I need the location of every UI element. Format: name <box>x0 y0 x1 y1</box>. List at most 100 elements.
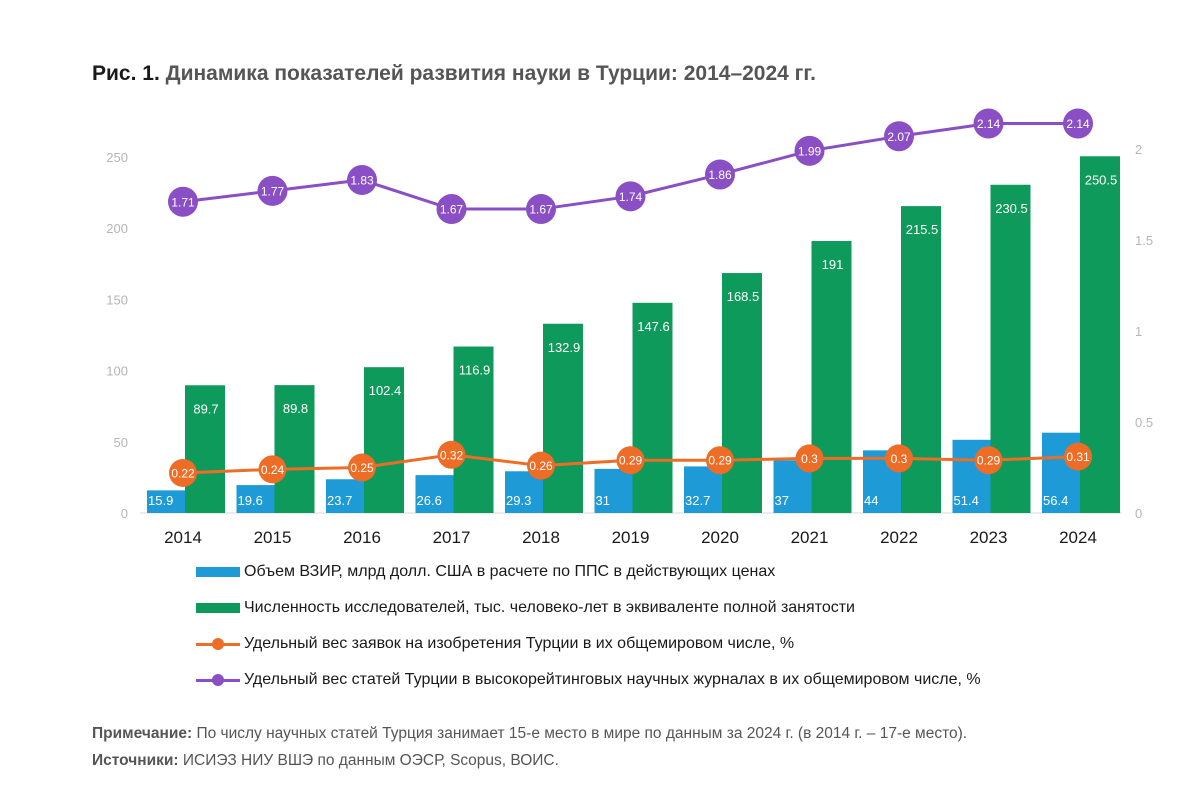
point-patent-share <box>1064 442 1092 471</box>
bar-researchers <box>811 241 852 514</box>
left-axis-tick-label: 100 <box>106 364 128 379</box>
point-article-share <box>347 164 377 195</box>
data-label-patent-share: 0.3 <box>891 452 908 466</box>
data-label-article-share: 1.67 <box>529 203 553 217</box>
data-label-researchers: 230.5 <box>995 201 1028 216</box>
left-axis-tick-label: 250 <box>106 150 128 165</box>
data-label-patent-share: 0.29 <box>619 454 643 468</box>
legend-label: Удельный вес заявок на изобретения Турци… <box>244 635 795 652</box>
legend-swatch-bar-blue <box>196 567 240 577</box>
data-label-rd-expenditure: 32.7 <box>685 493 710 508</box>
data-label-article-share: 1.86 <box>708 168 732 182</box>
point-patent-share <box>616 446 645 475</box>
right-axis-tick-label: 0.5 <box>1135 415 1153 430</box>
point-article-share <box>884 121 914 152</box>
point-article-share <box>615 181 646 212</box>
legend-label: Численность исследователей, тыс. человек… <box>244 599 855 616</box>
x-axis-tick-label: 2022 <box>880 528 918 547</box>
point-article-share <box>973 108 1004 139</box>
point-article-share <box>794 135 825 166</box>
data-label-rd-expenditure: 29.3 <box>506 493 531 508</box>
bar-rd-expenditure <box>147 490 187 513</box>
source-line: Источники: ИСИЭЗ НИУ ВШЭ по данным ОЭСР,… <box>92 747 967 774</box>
data-label-rd-expenditure: 31 <box>596 493 610 508</box>
data-label-article-share: 2.14 <box>977 117 1001 131</box>
data-label-patent-share: 0.25 <box>350 461 374 475</box>
data-label-researchers: 116.9 <box>459 363 491 378</box>
legend-swatch-line-purple <box>196 674 240 686</box>
data-label-patent-share: 0.24 <box>261 463 285 477</box>
bar-researchers <box>632 302 673 513</box>
data-label-rd-expenditure: 15.9 <box>148 493 173 508</box>
data-label-rd-expenditure: 56.4 <box>1043 493 1068 508</box>
x-axis-tick-label: 2019 <box>612 528 650 547</box>
point-article-share <box>705 159 735 190</box>
data-label-patent-share: 0.26 <box>529 459 553 473</box>
point-patent-share <box>795 444 824 473</box>
data-label-rd-expenditure: 51.4 <box>954 493 979 508</box>
left-axis-tick-label: 50 <box>114 435 128 450</box>
data-label-patent-share: 0.3 <box>801 452 818 466</box>
data-label-patent-share: 0.31 <box>1066 450 1090 464</box>
point-article-share <box>168 186 198 217</box>
legend-swatch-line-orange <box>196 638 240 650</box>
point-patent-share <box>706 446 734 475</box>
bar-researchers <box>453 346 494 513</box>
data-label-patent-share: 0.22 <box>171 466 195 480</box>
point-patent-share <box>527 451 555 480</box>
left-axis-tick-label: 200 <box>106 221 128 236</box>
combo-chart: 0 50 100 150 200 250 0 0.5 1 1.5 2 2014 2015 2016 2017… <box>106 108 1153 547</box>
data-label-researchers: 168.5 <box>727 289 760 304</box>
data-label-researchers: 89.8 <box>283 401 308 416</box>
right-axis-tick-label: 1 <box>1135 324 1142 339</box>
note-line: Примечание: По числу научных статей Турц… <box>92 720 967 747</box>
x-axis-tick-label: 2017 <box>433 528 471 547</box>
figure-number: Рис. 1. <box>92 62 160 85</box>
data-label-article-share: 2.14 <box>1066 117 1090 131</box>
data-label-article-share: 1.99 <box>798 144 822 158</box>
point-article-share <box>1063 108 1093 139</box>
data-label-rd-expenditure: 44 <box>864 493 878 508</box>
bar-researchers <box>364 367 404 513</box>
legend-swatch-bar-green <box>196 603 240 613</box>
bar-rd-expenditure <box>594 468 635 513</box>
legend-label: Объем ВЗИР, млрд долл. США в расчете по … <box>244 563 776 580</box>
data-label-article-share: 1.71 <box>171 195 195 209</box>
point-patent-share <box>258 455 287 484</box>
data-label-researchers: 147.6 <box>637 319 670 334</box>
bar-rd-expenditure <box>326 479 366 513</box>
note-label: Примечание: <box>92 725 193 742</box>
data-label-rd-expenditure: 26.6 <box>417 493 442 508</box>
data-label-rd-expenditure: 23.7 <box>327 493 352 508</box>
x-axis-tick-label: 2021 <box>791 528 829 547</box>
right-axis-tick-label: 0 <box>1135 506 1142 521</box>
point-article-share <box>436 194 467 225</box>
x-axis-tick-label: 2014 <box>164 528 202 547</box>
figure-title-text: Динамика показателей развития науки в Ту… <box>165 62 816 85</box>
data-label-article-share: 1.74 <box>619 190 643 204</box>
chart-title: Рис. 1. Динамика показателей развития на… <box>92 62 816 86</box>
left-axis-tick-label: 0 <box>121 506 128 521</box>
bar-rd-expenditure <box>415 475 456 513</box>
x-axis-tick-label: 2016 <box>343 528 381 547</box>
bar-researchers <box>185 385 225 513</box>
point-article-share <box>526 194 556 225</box>
legend-label: Удельный вес статей Турции в высокорейти… <box>244 671 981 688</box>
data-label-researchers: 89.7 <box>193 401 218 416</box>
point-patent-share <box>885 444 913 473</box>
point-patent-share <box>437 440 466 469</box>
point-patent-share <box>348 453 376 482</box>
x-axis-tick-label: 2024 <box>1059 528 1097 547</box>
data-label-patent-share: 0.29 <box>977 454 1001 468</box>
data-label-patent-share: 0.29 <box>708 454 732 468</box>
x-axis-tick-label: 2023 <box>970 528 1008 547</box>
data-label-article-share: 1.83 <box>350 173 374 187</box>
bar-researchers <box>274 385 315 513</box>
source-text: ИСИЭЗ НИУ ВШЭ по данным ОЭСР, Scopus, ВО… <box>178 752 559 769</box>
note-text: По числу научных статей Турция занимает … <box>192 725 968 742</box>
x-axis-tick-label: 2020 <box>701 528 739 547</box>
data-label-article-share: 1.67 <box>440 203 464 217</box>
data-label-article-share: 2.07 <box>887 130 911 144</box>
point-patent-share <box>169 458 197 487</box>
data-label-researchers: 250.5 <box>1085 172 1118 187</box>
